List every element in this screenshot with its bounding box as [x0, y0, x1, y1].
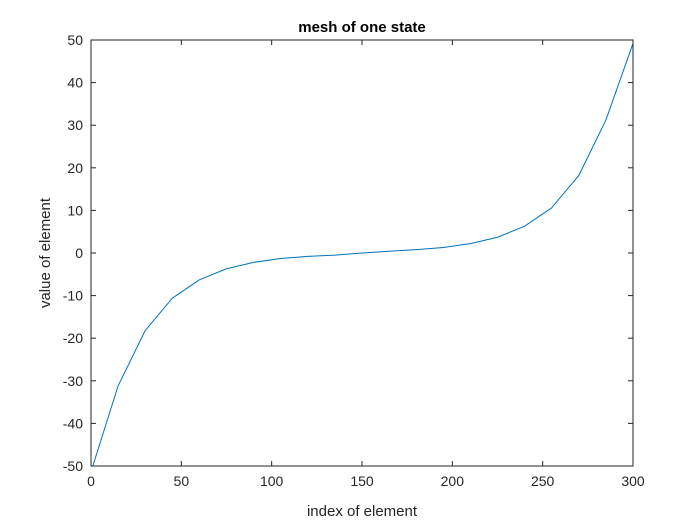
chart-title: mesh of one state [298, 19, 426, 36]
y-tick-label: 30 [67, 117, 83, 133]
x-tick-label: 250 [531, 473, 555, 489]
x-tick-label: 300 [621, 473, 645, 489]
y-tick-label: -50 [63, 458, 83, 474]
ticks-layer: 0 50 100 150 200 250 300 -50 -40 -30 -20 -10 0 10 20 30… [63, 32, 645, 489]
x-tick-label: 150 [350, 473, 374, 489]
y-tick-label: 50 [67, 32, 83, 48]
x-tick-label: 50 [174, 473, 190, 489]
y-tick-label: -20 [63, 330, 83, 346]
y-tick-label: 0 [75, 245, 83, 261]
y-tick-label: -40 [63, 415, 83, 431]
y-tick-label: -30 [63, 373, 83, 389]
series-layer [92, 43, 634, 467]
x-tick-label: 100 [260, 473, 284, 489]
x-axis-label: index of element [307, 503, 418, 520]
y-tick-label: -10 [63, 288, 83, 304]
series-line [92, 43, 634, 467]
y-tick-label: 10 [67, 202, 83, 218]
axes-box [90, 39, 634, 467]
y-axis-label: value of element [37, 197, 54, 308]
y-tick-label: 40 [67, 75, 83, 91]
x-tick-label: 200 [441, 473, 465, 489]
y-tick-label: 20 [67, 160, 83, 176]
x-tick-label: 0 [87, 473, 95, 489]
